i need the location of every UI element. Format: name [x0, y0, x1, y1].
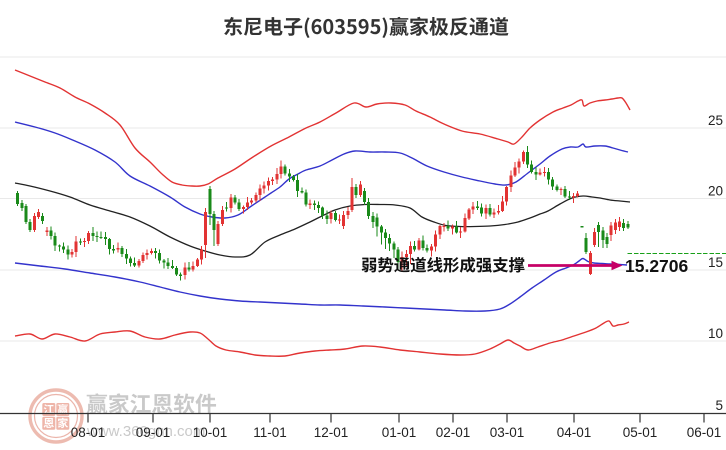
- svg-text:12-01: 12-01: [314, 425, 349, 440]
- svg-text:05-01: 05-01: [623, 425, 658, 440]
- svg-text:25: 25: [708, 113, 723, 128]
- svg-text:04-01: 04-01: [557, 425, 592, 440]
- svg-text:15.2706: 15.2706: [625, 256, 689, 276]
- svg-text:www.360gnn.com: www.360gnn.com: [86, 423, 205, 440]
- svg-text:02-01: 02-01: [436, 425, 471, 440]
- svg-text:20: 20: [708, 184, 723, 199]
- svg-text:06-01: 06-01: [687, 425, 722, 440]
- svg-text:10-01: 10-01: [193, 425, 228, 440]
- svg-text:11-01: 11-01: [253, 425, 287, 440]
- svg-text:01-01: 01-01: [382, 425, 417, 440]
- svg-text:08-01: 08-01: [71, 425, 106, 440]
- svg-text:15: 15: [708, 255, 723, 270]
- svg-text:09-01: 09-01: [136, 425, 171, 440]
- svg-text:10: 10: [708, 326, 723, 341]
- svg-text:5: 5: [715, 398, 723, 413]
- svg-text:03-01: 03-01: [490, 425, 525, 440]
